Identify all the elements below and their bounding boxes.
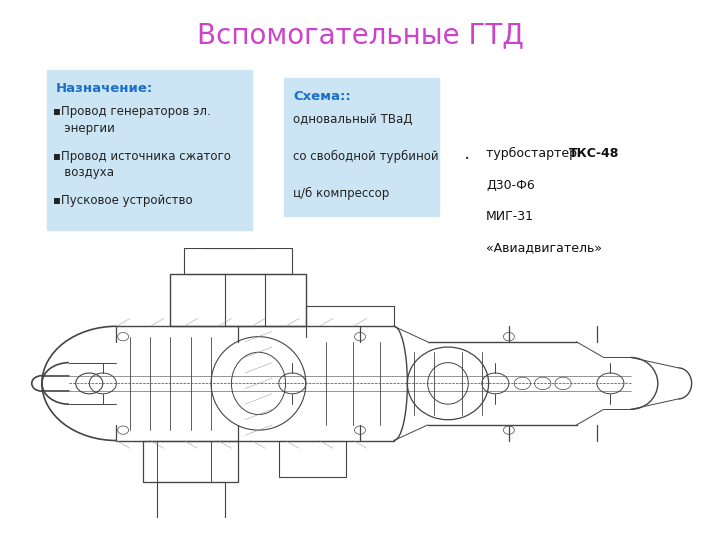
Bar	[204, 233, 252, 248]
Text: .: .	[464, 144, 469, 164]
Text: Д30-Ф6: Д30-Ф6	[486, 179, 535, 192]
Text: со свободной турбиной: со свободной турбиной	[293, 150, 438, 163]
Bar	[171, 274, 306, 326]
FancyBboxPatch shape	[284, 78, 439, 216]
Text: турбостартер: турбостартер	[486, 147, 581, 160]
Text: ▪Пусковое устройство: ▪Пусковое устройство	[53, 194, 192, 207]
Bar	[279, 441, 346, 477]
Bar	[184, 248, 292, 274]
Bar	[157, 482, 225, 524]
Text: «Авиадвигатель»: «Авиадвигатель»	[486, 241, 602, 254]
Text: ▪Провод источника сжатого
   воздуха: ▪Провод источника сжатого воздуха	[53, 150, 230, 179]
Text: ц/б компрессор: ц/б компрессор	[293, 187, 390, 200]
Text: Назначение:: Назначение:	[55, 82, 153, 95]
Text: ▪Провод генераторов эл.
   энергии: ▪Провод генераторов эл. энергии	[53, 105, 210, 135]
Text: Схема::: Схема::	[293, 90, 351, 103]
FancyBboxPatch shape	[47, 70, 252, 230]
Text: Вспомогательные ГТД: Вспомогательные ГТД	[197, 21, 523, 49]
Text: одновальный ТВаД: одновальный ТВаД	[293, 113, 413, 126]
Text: МИГ-31: МИГ-31	[486, 210, 534, 223]
Text: ТКС-48: ТКС-48	[569, 147, 619, 160]
Bar	[143, 441, 238, 482]
